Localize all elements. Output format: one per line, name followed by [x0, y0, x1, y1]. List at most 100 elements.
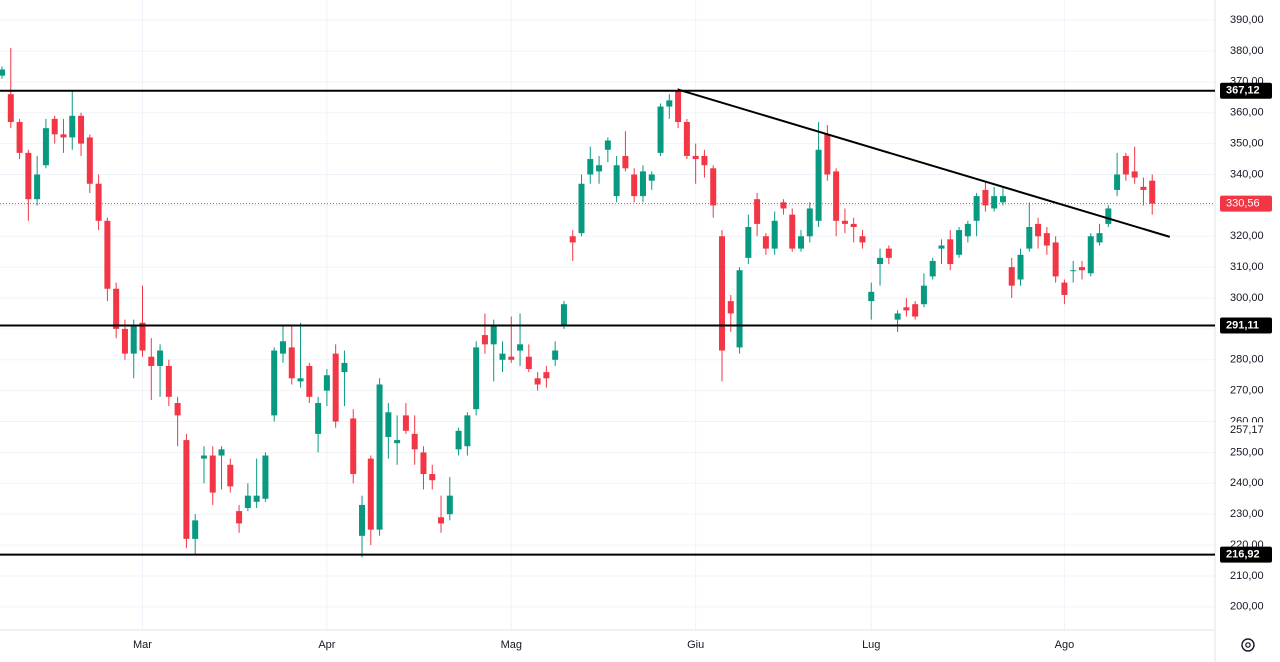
candle-body: [587, 159, 594, 175]
level-label: 216,92: [1226, 548, 1260, 560]
candle-body: [999, 196, 1006, 203]
x-tick-label: Mag: [501, 639, 522, 651]
candle-body: [359, 504, 366, 536]
candle-body: [929, 260, 936, 277]
y-tick-label: 360,00: [1230, 107, 1264, 119]
candle-body: [1114, 174, 1121, 190]
candle-body: [446, 495, 453, 515]
candle-body: [525, 356, 532, 370]
candle-body: [798, 236, 805, 249]
candle-body: [1061, 282, 1068, 295]
y-tick-label: 350,00: [1230, 138, 1264, 150]
candle-body: [885, 248, 892, 258]
candle-body: [455, 430, 462, 450]
candle-body: [771, 220, 778, 249]
x-tick-label: Apr: [318, 639, 335, 651]
candle-body: [841, 220, 848, 224]
candle-body: [666, 100, 673, 107]
x-tick-label: Giu: [687, 639, 704, 651]
candle-body: [350, 418, 357, 475]
candle-body: [7, 94, 14, 122]
candle-body: [762, 236, 769, 249]
candle-body: [1087, 236, 1094, 274]
candle-body: [253, 495, 260, 502]
candles: [0, 47, 1156, 558]
candle-body: [613, 165, 620, 197]
candle-body: [411, 433, 418, 450]
candle-body: [604, 140, 611, 150]
candle-body: [271, 350, 278, 416]
level-label-box: [1220, 546, 1272, 563]
candle-body: [236, 511, 243, 524]
level-label-box: [1220, 82, 1272, 99]
candle-body: [157, 350, 164, 366]
candle-body: [727, 301, 734, 314]
candle-body: [982, 189, 989, 206]
candle-body: [200, 455, 207, 459]
y-tick-label: 270,00: [1230, 385, 1264, 397]
candle-body: [69, 115, 76, 138]
candle-body: [315, 403, 322, 434]
candle-body: [25, 152, 32, 200]
candle-body: [438, 517, 445, 524]
candle-body: [183, 440, 190, 539]
candle-body: [806, 208, 813, 237]
candle-body: [165, 365, 172, 397]
candle-body: [683, 121, 690, 156]
last-price-box: [1220, 195, 1272, 212]
candle-body: [622, 155, 629, 169]
candle-body: [1008, 267, 1015, 286]
candle-body: [139, 322, 146, 351]
candle-body: [297, 378, 304, 382]
candle-body: [42, 128, 49, 166]
candle-body: [692, 155, 699, 160]
candle-body: [16, 121, 23, 153]
settings-icon[interactable]: [1241, 638, 1255, 652]
candle-body: [508, 356, 515, 360]
candle-body: [244, 495, 251, 509]
candle-body: [34, 174, 41, 200]
candle-body: [877, 257, 884, 265]
y-tick-label: 320,00: [1230, 230, 1264, 242]
candle-body: [429, 474, 436, 481]
candle-body: [227, 464, 234, 487]
candle-body: [718, 236, 725, 351]
candle-body: [78, 115, 85, 144]
candle-body: [534, 378, 541, 385]
candle-body: [490, 325, 497, 345]
candle-body: [710, 168, 717, 206]
candle-body: [973, 196, 980, 221]
candle-body: [675, 91, 682, 122]
candle-body: [1078, 267, 1085, 271]
candle-body: [517, 344, 524, 351]
candle-body: [341, 362, 348, 373]
candle-body: [1131, 171, 1138, 178]
candle-body: [903, 307, 910, 311]
candle-body: [367, 458, 374, 530]
candle-body: [499, 353, 506, 360]
y-tick-label: 310,00: [1230, 261, 1264, 273]
y-tick-label: 300,00: [1230, 292, 1264, 304]
candle-body: [209, 455, 216, 493]
y-tick-label: 340,00: [1230, 168, 1264, 180]
candle-body: [385, 412, 392, 437]
candle-body: [701, 155, 708, 166]
candle-body: [174, 403, 181, 416]
candle-body: [86, 137, 93, 184]
y-tick-label: 240,00: [1230, 477, 1264, 489]
y-tick-label: 390,00: [1230, 14, 1264, 26]
gear-ring: [1241, 638, 1255, 652]
x-tick-label: Ago: [1055, 639, 1075, 651]
candle-body: [323, 375, 330, 391]
candle-body: [1052, 242, 1059, 277]
candle-body: [1070, 270, 1077, 272]
candle-body: [148, 356, 155, 366]
y-tick-label: 230,00: [1230, 508, 1264, 520]
candle-body: [121, 328, 128, 354]
candle-body: [956, 230, 963, 255]
candle-body: [104, 220, 111, 289]
candle-body: [894, 313, 901, 320]
candle-body: [1096, 233, 1103, 243]
trendline: [677, 88, 1171, 238]
candle-body: [657, 106, 664, 153]
